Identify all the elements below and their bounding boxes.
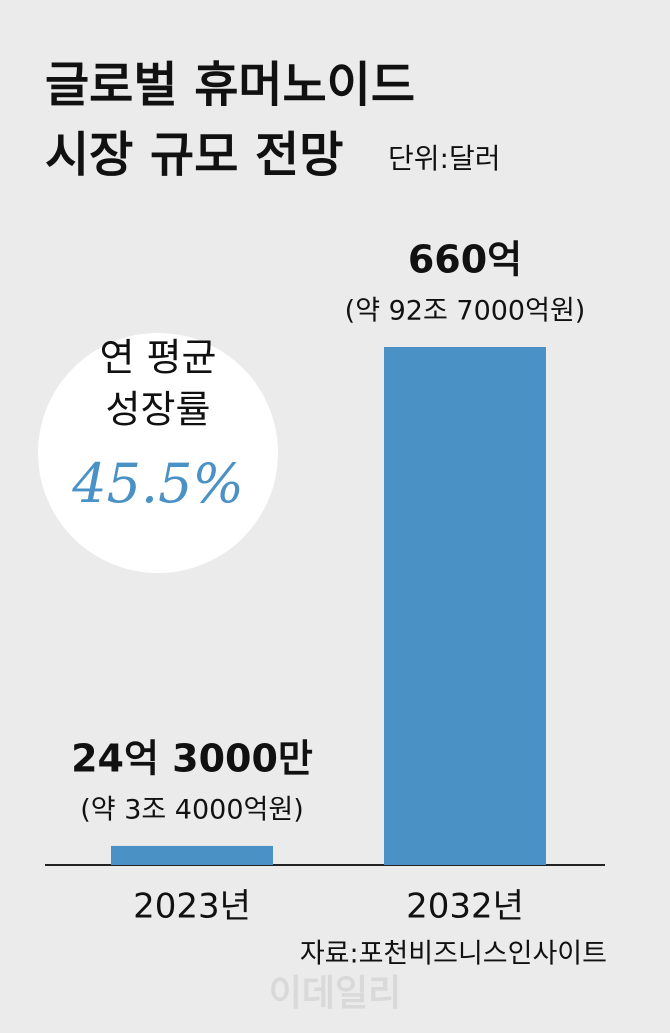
- bar: [111, 845, 273, 865]
- badge-value: 45.5%: [71, 452, 244, 515]
- value-label: 660억: [408, 238, 522, 282]
- x-tick-label: 2032년: [406, 887, 524, 927]
- badge-label: 연 평균: [100, 336, 217, 380]
- source: 자료:포천비즈니스인사이트: [300, 939, 607, 970]
- watermark: 이데일리: [269, 973, 401, 1014]
- badge-label: 성장률: [106, 388, 211, 432]
- value-sublabel: (약 92조 7000억원): [345, 296, 586, 327]
- value-sublabel: (약 3조 4000억원): [80, 794, 303, 825]
- x-tick-label: 2023년: [133, 887, 251, 927]
- value-label: 24억 3000만: [71, 736, 313, 780]
- chart-title: 시장 규모 전망: [45, 127, 343, 183]
- bar: [384, 347, 546, 865]
- chart-title: 글로벌 휴머노이드: [45, 57, 415, 113]
- unit-label: 단위:달러: [388, 142, 500, 175]
- badge-circle: [38, 333, 278, 573]
